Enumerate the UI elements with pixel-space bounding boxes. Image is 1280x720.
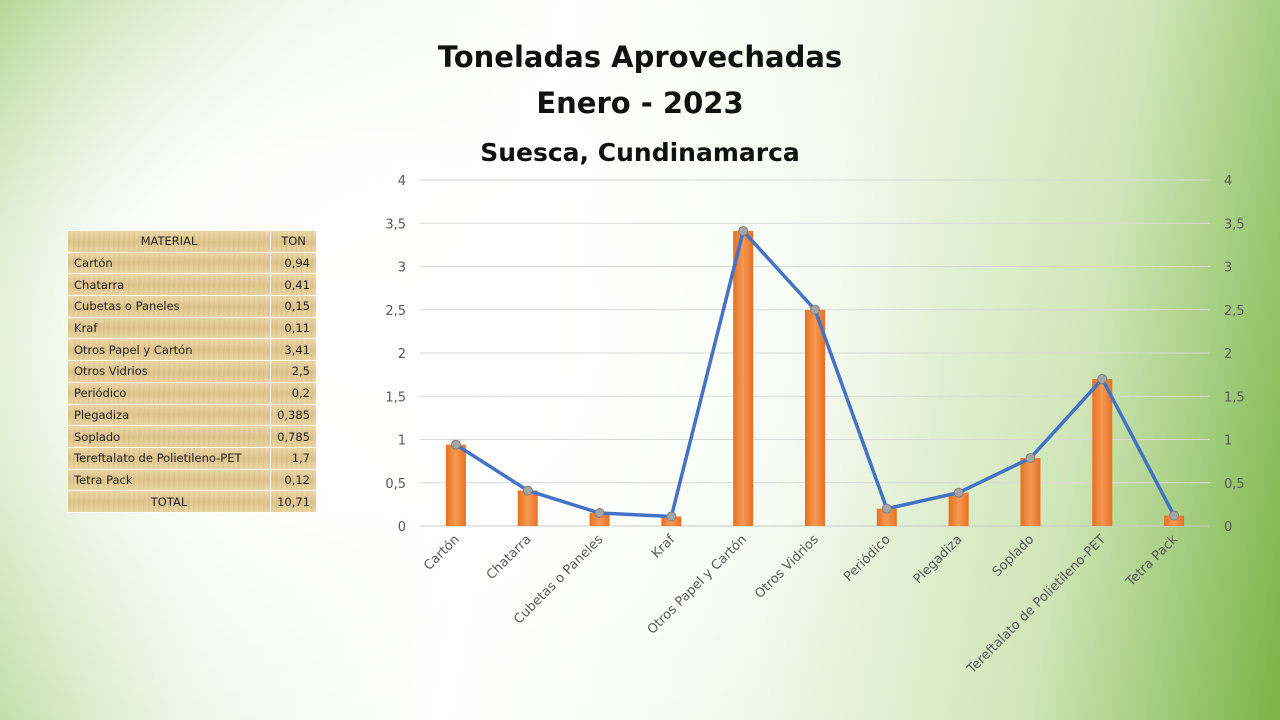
table-row: Otros Papel y Cartón 3,41 [66, 338, 317, 362]
bar [1164, 515, 1185, 526]
x-tick-label: Tereftalato de Polietileno-PET [964, 532, 1109, 677]
material-cell: Kraf [66, 316, 272, 340]
ton-cell: 0,785 [270, 425, 317, 448]
y-tick-label: 0 [398, 520, 406, 535]
line-point [738, 226, 749, 237]
line-point [666, 511, 677, 522]
total-label: TOTAL [66, 490, 272, 513]
line-point [594, 508, 605, 519]
y-tick-label: 1 [398, 434, 406, 449]
chart-subtitle: Suesca, Cundinamarca [480, 138, 800, 167]
table-header-row: MATERIAL TON [66, 230, 317, 253]
y2-tick-label: 1 [1224, 434, 1232, 449]
bar [1092, 378, 1113, 526]
x-tick-label: Cartón [421, 532, 462, 573]
materials-table: MATERIAL TON Cartón 0,94 Chatarra 0,41 Cub… [66, 230, 317, 513]
chart-title-block: Toneladas Aprovechadas Enero - 2023 Sues… [340, 34, 940, 178]
y2-tick-label: 3 [1224, 261, 1232, 276]
bar [948, 492, 969, 526]
bar [876, 508, 897, 526]
y-tick-label: 3 [398, 261, 406, 276]
y-tick-label: 3,5 [385, 217, 406, 232]
x-tick-label: Plegadiza [911, 532, 966, 587]
table-row: Kraf 0,11 [66, 316, 317, 340]
bar [589, 513, 610, 526]
line-point [881, 503, 892, 514]
ton-cell: 0,15 [270, 295, 317, 318]
y-tick-label: 0,5 [385, 477, 406, 492]
y-tick-label: 2 [398, 347, 406, 362]
bar [733, 231, 754, 526]
x-tick-label: Kraf [649, 532, 679, 562]
y-axis-right: 0 0,5 1 1,5 2 2,5 3 3,5 4 [1224, 174, 1245, 535]
y-tick-label: 1,5 [385, 390, 406, 405]
y2-tick-label: 3,5 [1224, 217, 1245, 232]
table-row: Soplado 0,785 [66, 425, 317, 448]
table-row: Periódico 0,2 [66, 381, 317, 405]
material-cell: Otros Papel y Cartón [66, 338, 272, 362]
x-tick-label: Otros Vidrios [752, 532, 822, 602]
material-cell: Soplado [66, 425, 272, 448]
table-row: Tetra Pack 0,12 [66, 468, 317, 492]
line-point [953, 487, 964, 498]
line-series [450, 226, 1180, 522]
chart-title: Toneladas Aprovechadas [437, 40, 843, 74]
y2-tick-label: 0 [1224, 520, 1232, 535]
table-total-row: TOTAL 10,71 [66, 490, 317, 513]
table-row: Chatarra 0,41 [66, 273, 317, 297]
line-point [810, 304, 820, 315]
ton-cell: 3,41 [270, 338, 317, 362]
y-tick-label: 4 [398, 174, 406, 189]
y2-tick-label: 0,5 [1224, 477, 1245, 492]
x-tick-label: Periódico [841, 532, 894, 585]
total-value: 10,71 [270, 490, 317, 513]
y2-tick-label: 4 [1224, 174, 1232, 189]
x-tick-label: Tetra Pack [1123, 532, 1181, 590]
line-point [1169, 510, 1180, 521]
y2-tick-label: 1,5 [1224, 390, 1245, 405]
bar [517, 490, 538, 526]
x-tick-label: Soplado [990, 532, 1038, 580]
y2-tick-label: 2 [1224, 347, 1232, 362]
bar [445, 444, 466, 526]
bar [805, 309, 825, 526]
y2-tick-label: 2,5 [1224, 304, 1245, 319]
ton-cell: 0,11 [270, 316, 317, 340]
material-cell: Tetra Pack [66, 468, 272, 492]
bar [1020, 458, 1041, 526]
bar-series [445, 231, 1185, 526]
material-cell: Tereftalato de Polietileno-PET [66, 446, 272, 470]
material-cell: Chatarra [66, 273, 272, 297]
ton-cell: 0,12 [270, 468, 317, 492]
line-point [1025, 453, 1036, 464]
y-axis-left: 0 0,5 1 1,5 2 2,5 3 3,5 4 [385, 174, 406, 535]
material-cell: Periódico [66, 381, 272, 405]
ton-cell: 1,7 [270, 446, 317, 470]
header-ton: TON [270, 230, 317, 253]
line-point [450, 439, 461, 450]
ton-cell: 2,5 [270, 360, 317, 383]
x-tick-label: Chatarra [484, 532, 535, 583]
y-tick-label: 2,5 [385, 304, 406, 319]
header-material: MATERIAL [66, 230, 272, 253]
ton-cell: 0,41 [270, 273, 317, 297]
line-point [522, 485, 533, 496]
table-row: Tereftalato de Polietileno-PET 1,7 [66, 446, 317, 470]
line-point [1097, 373, 1108, 384]
chart-period: Enero - 2023 [536, 86, 744, 120]
material-cell: Plegadiza [66, 403, 272, 427]
